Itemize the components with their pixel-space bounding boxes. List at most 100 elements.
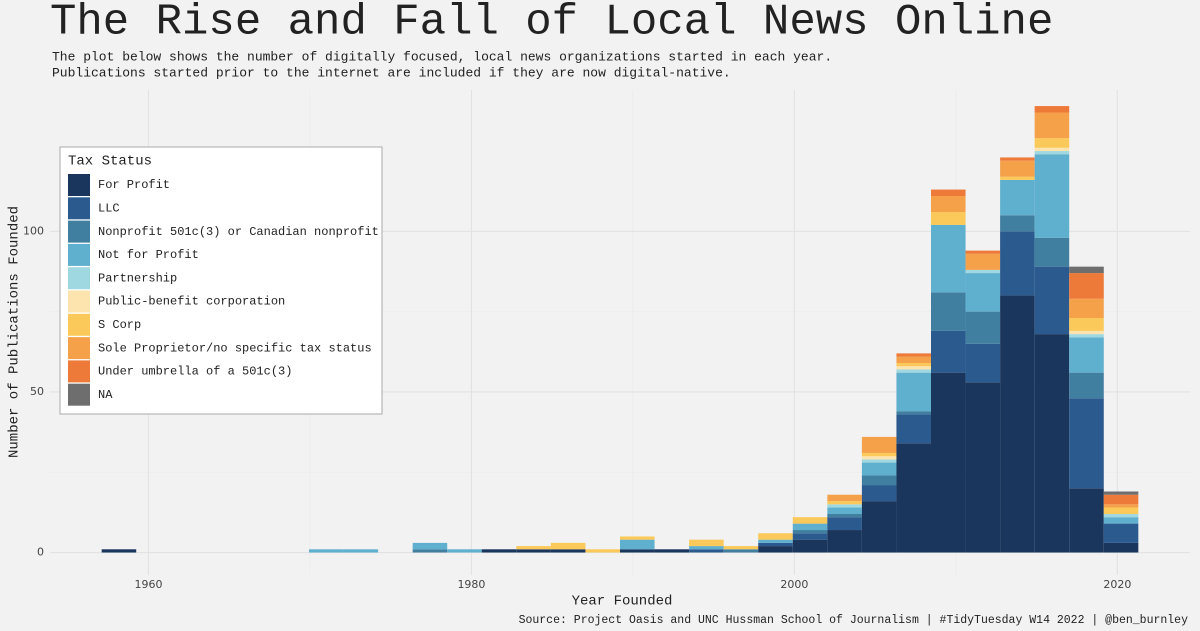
bar-segment — [827, 504, 862, 508]
bar-segment — [896, 443, 931, 553]
bar-segment — [861, 475, 897, 486]
bar-segment — [758, 539, 793, 543]
bar-segment — [1034, 151, 1070, 155]
bar-segment — [516, 549, 551, 553]
bar-segment — [101, 549, 137, 553]
legend-swatch — [68, 174, 90, 196]
bar-segment — [758, 542, 793, 547]
bar-segment — [1000, 179, 1035, 216]
legend: Tax Status For Profit LLC Nonprofit 501c(3… — [59, 146, 383, 415]
bars — [101, 106, 1139, 553]
bar-segment — [723, 546, 759, 550]
bar-segment — [654, 549, 690, 553]
bar-segment — [1034, 106, 1070, 113]
legend-swatch — [68, 197, 90, 220]
y-axis-title: Number of Publications Founded — [7, 206, 23, 458]
legend-swatch — [68, 383, 90, 406]
legend-box — [59, 146, 383, 415]
bar-segment — [930, 330, 966, 373]
legend-label: For Profit — [98, 178, 170, 192]
chart-title: The Rise and Fall of Local News Online — [50, 0, 1053, 48]
bar-segment — [689, 549, 724, 553]
bar-segment — [1069, 398, 1104, 489]
bar-segment — [1069, 273, 1104, 299]
bar-segment — [965, 382, 1001, 553]
bar-segment — [550, 549, 586, 553]
x-tick-label: 1980 — [457, 578, 485, 591]
bar-segment — [1034, 112, 1070, 139]
bar-segment — [758, 533, 793, 540]
subtitle: The plot below shows the number of digit… — [52, 49, 832, 64]
bar-segment — [965, 273, 1001, 312]
legend-label: NA — [98, 388, 113, 402]
bar-segment — [861, 501, 897, 553]
bar-segment — [827, 507, 862, 514]
bar-segment — [896, 363, 931, 367]
bar-segment — [1000, 231, 1035, 296]
bar-segment — [412, 549, 448, 553]
legend-label: LLC — [98, 201, 120, 215]
bar-segment — [896, 414, 931, 444]
x-tick-label: 2000 — [780, 578, 808, 591]
bar-segment — [861, 452, 897, 457]
bar-segment — [585, 549, 620, 553]
bar-segment — [689, 539, 724, 547]
bar-segment — [930, 195, 966, 213]
bar-segment — [1103, 507, 1139, 514]
legend-label: Sole Proprietor/no specific tax status — [98, 341, 372, 355]
bar-segment — [1000, 160, 1035, 177]
bar-segment — [792, 523, 828, 531]
caption: Source: Project Oasis and UNC Hussman Sc… — [519, 614, 1189, 627]
bar-segment — [1034, 237, 1070, 267]
bar-segment — [896, 356, 931, 364]
bar-segment — [965, 311, 1001, 344]
bar-segment — [309, 549, 344, 553]
bar-segment — [1103, 491, 1139, 495]
bar-segment — [1069, 318, 1104, 331]
legend-label: Public-benefit corporation — [98, 295, 285, 309]
bar-segment — [792, 530, 828, 534]
legend-swatch — [68, 337, 90, 360]
bar-segment — [896, 353, 931, 357]
bar-segment — [343, 549, 379, 553]
bar-segment — [1069, 372, 1104, 399]
legend-swatch — [68, 290, 90, 313]
legend-swatch — [68, 267, 90, 290]
legend-label: Not for Profit — [98, 248, 199, 262]
bar-segment — [827, 501, 862, 505]
subtitle: Publications started prior to the intern… — [52, 65, 731, 80]
bar-segment — [1034, 334, 1070, 553]
bar-segment — [1103, 494, 1139, 505]
bar-segment — [1000, 295, 1035, 553]
bar-segment — [481, 549, 517, 553]
bar-segment — [792, 539, 828, 553]
bar-segment — [861, 436, 897, 453]
legend-label: Under umbrella of a 501c(3) — [98, 365, 292, 379]
x-tick-label: 1960 — [134, 578, 162, 591]
bar-segment — [1069, 330, 1104, 335]
bar-segment — [896, 366, 931, 370]
legend-swatch — [68, 220, 90, 243]
bar-segment — [965, 253, 1001, 270]
bar-segment — [792, 517, 828, 524]
bar-segment — [550, 542, 586, 550]
bar-segment — [723, 549, 759, 553]
bar-segment — [930, 224, 966, 293]
bar-segment — [965, 250, 1001, 254]
legend-swatch — [68, 360, 90, 383]
bar-segment — [930, 189, 966, 196]
x-axis-title: Year Founded — [572, 594, 673, 610]
bar-segment — [1103, 504, 1139, 508]
bar-segment — [930, 372, 966, 553]
legend-swatch — [68, 243, 90, 266]
bar-segment — [620, 539, 655, 550]
legend-label: Nonprofit 501c(3) or Canadian nonprofit — [98, 225, 379, 239]
bar-segment — [861, 485, 897, 502]
bar-segment — [861, 456, 897, 460]
bar-segment — [1103, 523, 1139, 543]
y-tick-label: 50 — [30, 385, 44, 398]
bar-segment — [1000, 157, 1035, 161]
legend-label: Partnership — [98, 271, 177, 285]
bar-segment — [412, 542, 448, 550]
bar-segment — [516, 546, 551, 550]
